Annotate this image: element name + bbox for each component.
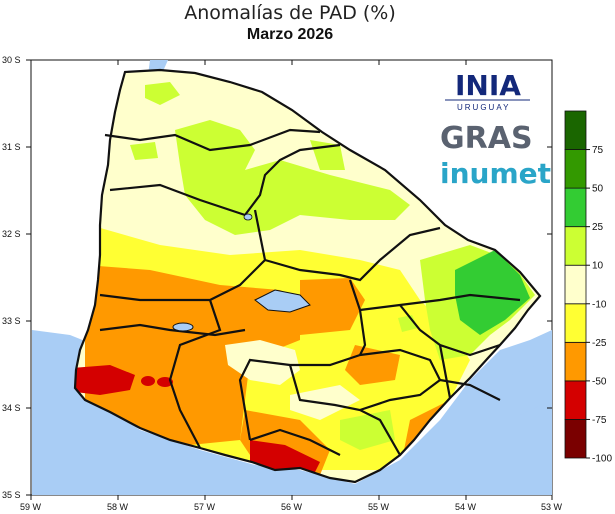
colorbar-label: 10 — [592, 261, 604, 272]
rio-de-la-plata-atlantic — [32, 330, 552, 495]
colorbar-label: -100 — [592, 454, 612, 465]
colorbar-swatch — [564, 341, 587, 382]
colorbar-swatch — [564, 226, 587, 266]
colorbar-swatch — [564, 187, 587, 228]
colorbar-swatch — [564, 264, 587, 305]
colorbar-label: -25 — [592, 338, 607, 349]
inia-logo-subtext: URUGUAY — [457, 103, 510, 112]
lat-label-32: 32 S — [2, 229, 21, 239]
colorbar: -100 -75 -50 -25 -10 10 25 50 75 — [564, 110, 612, 465]
lon-label-57: 57 W — [194, 502, 216, 512]
inia-logo-text: INIA — [455, 69, 521, 102]
lon-label-58: 58 W — [107, 502, 129, 512]
lat-label-33: 33 S — [2, 316, 21, 326]
country-border — [73, 68, 542, 484]
lat-label-34: 34 S — [2, 403, 21, 413]
lake-palmar — [172, 322, 194, 332]
inia-logo: INIA URUGUAY — [445, 69, 530, 112]
colorbar-swatch — [564, 149, 587, 189]
lon-label-56: 56 W — [281, 502, 303, 512]
colorbar-label: -10 — [592, 299, 607, 310]
gras-logo: GRAS — [440, 121, 533, 156]
colorbar-label: 25 — [592, 222, 604, 233]
inumet-logo: inumet — [440, 157, 551, 190]
lat-label-31: 31 S — [2, 142, 21, 152]
laguna-merin — [510, 360, 552, 415]
lake-baygorria — [243, 213, 253, 221]
colorbar-swatch — [564, 110, 587, 150]
lon-label-55: 55 W — [368, 502, 390, 512]
colorbar-label: 75 — [592, 145, 604, 156]
lon-axis: 59 W 58 W 57 W 56 W 55 W 54 W 53 W — [20, 60, 563, 512]
colorbar-swatch — [564, 303, 587, 343]
lat-label-30: 30 S — [2, 55, 21, 65]
lon-label-54: 54 W — [455, 502, 477, 512]
lat-axis: 30 S 31 S 32 S 33 S 34 S 35 S — [2, 55, 552, 500]
lat-label-35: 35 S — [2, 490, 21, 500]
lon-label-53: 53 W — [541, 502, 563, 512]
colorbar-label: 50 — [592, 184, 604, 195]
colorbar-swatch — [564, 380, 587, 420]
lon-label-59: 59 W — [20, 502, 42, 512]
map-subtitle: Marzo 2026 — [246, 26, 334, 43]
lake-rincon-del-bonete — [254, 289, 311, 313]
colorbar-swatch — [564, 419, 587, 459]
colorbar-label: -50 — [592, 376, 607, 387]
colorbar-label: -75 — [592, 415, 607, 426]
map-title: Anomalías de PAD (%) — [184, 2, 396, 24]
department-borders — [99, 128, 521, 456]
